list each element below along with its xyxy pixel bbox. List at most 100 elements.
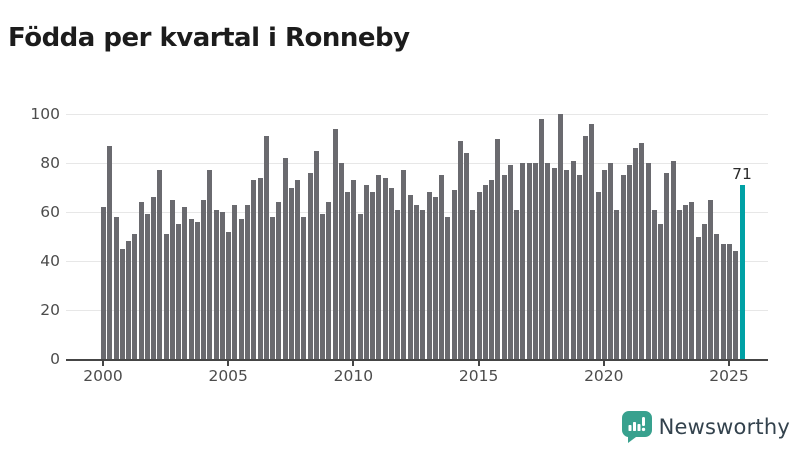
bar	[407, 194, 413, 359]
highlighted-bar	[739, 185, 745, 359]
bar	[395, 209, 401, 359]
bar	[545, 163, 551, 359]
bar	[526, 163, 532, 359]
y-axis-tick-label: 40	[40, 252, 60, 270]
bar	[351, 180, 357, 359]
bar	[439, 175, 445, 359]
bar	[144, 214, 150, 359]
bar	[614, 209, 620, 359]
bar	[683, 204, 689, 359]
bar	[357, 214, 363, 359]
bar	[670, 160, 676, 359]
bar	[495, 138, 501, 359]
bar	[244, 204, 250, 359]
bar	[401, 170, 407, 359]
bar	[338, 163, 344, 359]
bar	[345, 192, 351, 359]
bar	[151, 197, 157, 359]
bar	[232, 204, 238, 359]
bar	[664, 172, 670, 359]
bar	[382, 177, 388, 359]
bar	[194, 221, 200, 359]
highlight-value-label: 71	[732, 165, 752, 184]
bar	[676, 209, 682, 359]
bar	[326, 202, 332, 359]
bar	[238, 219, 244, 359]
gridline	[66, 162, 768, 164]
x-axis-tick-mark	[602, 360, 605, 366]
bar	[733, 251, 739, 359]
bar	[564, 170, 570, 359]
bar	[388, 187, 394, 359]
bar	[432, 197, 438, 359]
bar	[182, 207, 188, 359]
bar	[213, 209, 219, 359]
bar	[257, 177, 263, 359]
bar	[101, 207, 106, 359]
bar	[414, 204, 419, 359]
bar	[288, 187, 294, 359]
bar	[639, 143, 645, 359]
x-axis-tick-label: 2015	[458, 367, 499, 385]
bar	[119, 248, 125, 359]
bar	[727, 243, 732, 359]
bar	[608, 163, 614, 359]
bar	[708, 199, 714, 359]
bar	[557, 114, 563, 359]
bar	[307, 172, 313, 359]
bar	[620, 175, 626, 359]
y-axis-tick-label: 0	[50, 350, 60, 368]
bar	[457, 140, 463, 359]
bar	[701, 224, 707, 359]
bar	[482, 185, 488, 359]
x-axis-tick-mark	[102, 360, 104, 366]
bar	[445, 216, 451, 359]
bar	[501, 175, 507, 359]
y-axis-tick-label: 60	[40, 203, 60, 221]
x-axis-tick-label: 2025	[709, 367, 749, 385]
bar	[219, 212, 225, 359]
newsworthy-logo-icon	[621, 411, 652, 443]
branding: Newsworthy	[621, 410, 790, 444]
bar	[520, 163, 526, 359]
bar	[276, 202, 282, 359]
bar	[476, 192, 482, 359]
bar	[163, 234, 169, 359]
bar	[514, 209, 520, 359]
bar	[270, 216, 276, 359]
x-axis-tick-label: 2000	[83, 367, 123, 385]
bar	[689, 202, 695, 359]
x-axis-tick-label: 2010	[333, 367, 374, 385]
page-title: Födda per kvartal i Ronneby	[8, 23, 410, 54]
bar	[720, 243, 726, 359]
bar	[313, 150, 319, 359]
bar	[714, 234, 720, 359]
bar	[451, 189, 457, 359]
x-axis-tick-label: 2020	[584, 367, 624, 385]
bar	[551, 167, 557, 359]
bar	[489, 180, 495, 359]
bar	[645, 163, 651, 359]
bar	[201, 199, 207, 359]
bar	[113, 216, 119, 359]
bar	[107, 145, 113, 359]
bar	[169, 199, 175, 359]
bar	[332, 128, 338, 359]
bar	[320, 214, 326, 359]
gridline	[66, 113, 768, 115]
bar	[157, 170, 163, 359]
bar	[295, 180, 301, 359]
bar	[532, 163, 538, 359]
bar	[633, 148, 639, 359]
bar	[626, 165, 632, 359]
x-axis-tick-mark	[477, 360, 480, 366]
bar	[507, 165, 513, 359]
bar	[376, 175, 382, 359]
bar	[595, 192, 601, 359]
bar	[176, 224, 182, 359]
bar	[370, 192, 376, 359]
bar	[282, 158, 288, 359]
bar	[583, 136, 589, 359]
x-axis-tick-mark	[352, 360, 355, 366]
